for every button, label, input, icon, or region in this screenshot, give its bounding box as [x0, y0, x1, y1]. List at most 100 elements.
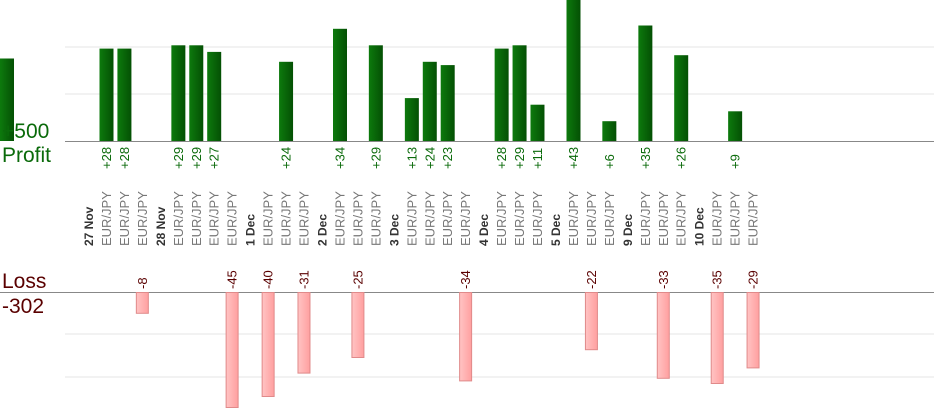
pair-label: EUR/JPY [135, 191, 150, 246]
profit-value-label: +11 [530, 148, 545, 169]
profit-bar [530, 104, 545, 141]
pair-label: EUR/JPY [566, 191, 581, 246]
profit-value-label: +13 [404, 147, 419, 169]
profit-value-label: +29 [512, 147, 527, 169]
loss-label: Loss [2, 270, 47, 293]
loss-value-label: -25 [350, 270, 365, 289]
pair-label: EUR/JPY [530, 191, 545, 246]
profit-bar [440, 65, 455, 141]
profit-value-label: +23 [440, 147, 455, 169]
profit-value-label: +28 [117, 147, 132, 169]
profit-bar [674, 55, 689, 142]
pair-label: EUR/JPY [710, 191, 725, 246]
date-label: 2 Dec [315, 214, 329, 246]
date-label: 4 Dec [477, 214, 491, 246]
pair-label: EUR/JPY [171, 191, 186, 246]
profit-value-label: +24 [279, 147, 294, 169]
loss-bar [459, 292, 473, 382]
loss-value-label: -33 [656, 270, 671, 289]
pair-label: EUR/JPY [422, 191, 437, 246]
profit-value-label: +29 [171, 147, 186, 169]
loss-value-label: -45 [225, 270, 240, 289]
pair-label: EUR/JPY [584, 191, 599, 246]
pair-label: EUR/JPY [512, 191, 527, 246]
pair-label: EUR/JPY [261, 191, 276, 246]
profit-value-label: +24 [422, 147, 437, 169]
loss-value-label: -8 [135, 277, 150, 289]
date-label: 5 Dec [549, 214, 563, 246]
pair-label: EUR/JPY [368, 191, 383, 246]
date-label: 28 Nov [154, 206, 168, 246]
pair-label: EUR/JPY [225, 191, 240, 246]
loss-value-label: -29 [746, 270, 761, 289]
profit-value-labels: +28 +28 +29 +29 +27 +24 +34 +29 +13 +24 +23 +28 +29 +… [0, 0, 743, 169]
pair-label: EUR/JPY [207, 191, 222, 246]
loss-bars [135, 292, 760, 408]
date-label: 3 Dec [387, 214, 401, 246]
profit-bar [279, 61, 294, 141]
pair-label: EUR/JPY [99, 191, 114, 246]
profit-value-label: +27 [207, 147, 222, 169]
profit-total: +500 [2, 120, 50, 143]
profit-bar [189, 45, 204, 141]
pair-label: EUR/JPY [117, 191, 132, 246]
pair-label: EUR/JPY [638, 191, 653, 246]
pair-label: EUR/JPY [404, 191, 419, 246]
loss-total: -302 [2, 295, 45, 318]
pair-label: EUR/JPY [189, 191, 204, 246]
date-label: 27 Nov [82, 206, 96, 246]
profit-bar [422, 61, 437, 141]
profit-value-label: +25 [0, 0, 22, 3]
profit-value-label: +9 [728, 154, 743, 169]
pair-label: EUR/JPY [602, 191, 617, 246]
loss-value-label: -31 [296, 270, 311, 289]
loss-value-label: -22 [584, 270, 599, 289]
pair-label: EUR/JPY [728, 191, 743, 246]
profit-bar [117, 48, 132, 141]
profit-value-label: +34 [333, 147, 348, 169]
profit-bar [99, 48, 114, 141]
loss-bar [297, 292, 311, 374]
loss-bar [135, 292, 149, 314]
profit-bar [512, 45, 527, 141]
profit-bar [638, 25, 653, 141]
profit-value-label: +29 [189, 147, 204, 169]
profit-bar [368, 45, 383, 141]
profit-bar [566, 0, 581, 141]
profit-value-label: +28 [99, 147, 114, 169]
pair-label: EUR/JPY [296, 191, 311, 246]
profit-bar [728, 111, 743, 141]
loss-bar [584, 292, 598, 351]
loss-value-label: -35 [710, 270, 725, 289]
profit-value-label: +26 [674, 147, 689, 169]
pair-label: EUR/JPY [333, 191, 348, 246]
profit-value-label: +43 [566, 147, 581, 169]
pair-label: EUR/JPY [279, 191, 294, 246]
loss-value-label: -34 [458, 270, 473, 289]
loss-bar [225, 292, 239, 408]
pair-label: EUR/JPY [350, 191, 365, 246]
profit-bar [207, 51, 222, 141]
profit-bar [171, 45, 186, 141]
loss-bar [746, 292, 760, 369]
profit-value-label: +35 [638, 147, 653, 169]
profit-label: Profit [2, 144, 52, 167]
loss-bar [656, 292, 670, 379]
pair-label: EUR/JPY [674, 191, 689, 246]
loss-value-label: -40 [261, 270, 276, 289]
profit-bar [404, 98, 419, 141]
loss-bar [261, 292, 275, 397]
loss-bar [351, 292, 365, 358]
pair-label: EUR/JPY [440, 191, 455, 246]
profit-bar [602, 121, 617, 141]
pair-label: EUR/JPY [458, 191, 473, 246]
profit-value-label: +6 [602, 154, 617, 169]
profit-value-label: +29 [368, 147, 383, 169]
pair-label: EUR/JPY [746, 191, 761, 246]
profit-bars [0, 0, 743, 142]
x-axis-labels: 27 Nov EUR/JPY EUR/JPY EUR/JPY 28 Nov EUR/JPY… [82, 191, 761, 246]
pair-label: EUR/JPY [494, 191, 509, 246]
loss-value-labels: -8 -45 -40 -31 -25 -34 -22 -33 -35 -29 [135, 270, 761, 289]
loss-bar [710, 292, 724, 384]
